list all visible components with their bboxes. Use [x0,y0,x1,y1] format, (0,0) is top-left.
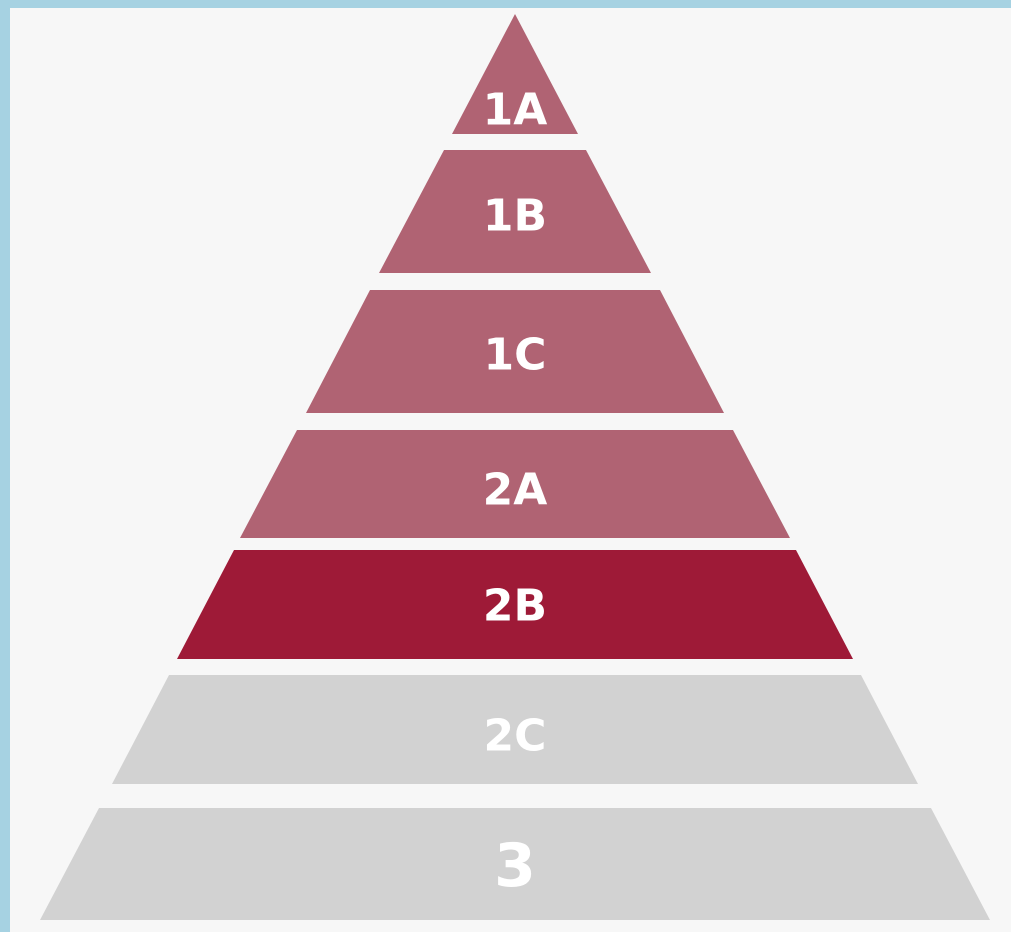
level-label: 2A [483,465,548,516]
level-1a [452,14,578,134]
level-label: 1A [483,85,548,136]
level-2b [177,550,853,659]
level-1c [306,290,724,413]
level-label: 3 [494,831,536,901]
level-2a [240,430,790,538]
level-label: 2B [483,581,547,632]
level-label: 1B [483,191,547,242]
level-2c [112,675,918,784]
level-label: 2C [484,711,547,762]
level-3 [40,808,990,920]
level-label: 1C [484,330,547,381]
level-1b [379,150,651,273]
